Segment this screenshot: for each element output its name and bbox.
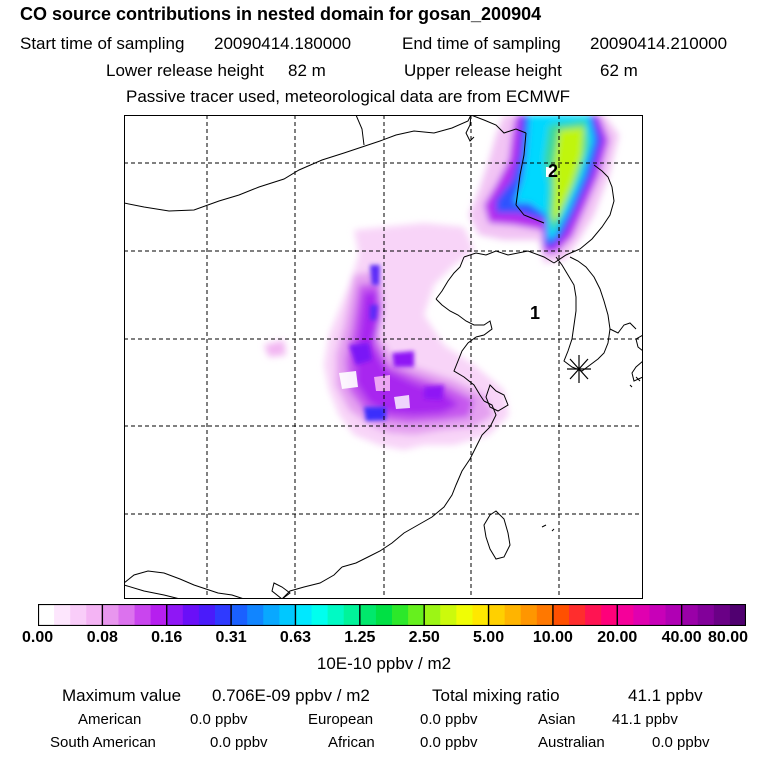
map-frame: [124, 115, 643, 599]
end-time-value: 20090414.210000: [590, 34, 728, 53]
colorbar-cell: [536, 604, 554, 626]
station-star-icon: [567, 355, 591, 383]
colorbar-cell: [713, 604, 731, 626]
colorbar-cell: [697, 604, 715, 626]
colorbar-cell: [134, 604, 152, 626]
colorbar-cell: [343, 604, 361, 626]
colorbar-cell: [198, 604, 216, 626]
south-american-value: 0.0 ppbv: [210, 734, 268, 751]
colorbar-cell: [311, 604, 329, 626]
colorbar-tick-label: 2.50: [408, 629, 440, 646]
colorbar: [38, 604, 746, 626]
national-borders: [124, 115, 365, 599]
colorbar-cell: [182, 604, 200, 626]
colorbar-cell: [601, 604, 618, 626]
colorbar-tick-label: 0.31: [215, 629, 247, 646]
american-label: American: [78, 711, 142, 728]
concentration-plume-south: [264, 223, 509, 450]
start-time-value: 20090414.180000: [214, 34, 352, 53]
upper-release-value: 62 m: [600, 61, 638, 80]
colorbar-cell: [681, 604, 699, 626]
colorbar-cell: [247, 604, 264, 626]
colorbar-tick-label: 0.63: [279, 629, 312, 646]
upper-release-label: Upper release height: [404, 61, 562, 80]
colorbar-cell: [279, 604, 297, 626]
colorbar-tick-label: 80.00: [708, 629, 749, 646]
end-time-label: End time of sampling: [402, 34, 561, 53]
colorbar-cell: [86, 604, 103, 626]
colorbar-cell: [456, 604, 474, 626]
colorbar-cell: [424, 604, 441, 626]
lower-release-value: 82 m: [288, 61, 326, 80]
colorbar-cell: [375, 604, 393, 626]
colorbar-cell: [408, 604, 425, 626]
australian-label: Australian: [538, 734, 605, 751]
colorbar-cell: [102, 604, 120, 626]
european-value: 0.0 ppbv: [420, 711, 478, 728]
colorbar-cell: [118, 604, 136, 626]
south-american-label: South American: [50, 734, 156, 751]
marker-1-label: 1: [530, 303, 540, 323]
colorbar-cell: [70, 604, 87, 626]
american-value: 0.0 ppbv: [190, 711, 248, 728]
colorbar-tick-label: 5.00: [472, 629, 505, 646]
colorbar-tick-label: 0.08: [86, 629, 118, 646]
colorbar-cell: [472, 604, 490, 626]
colorbar-cell: [392, 604, 409, 626]
max-value: 0.706E-09 ppbv / m2: [212, 686, 370, 705]
asian-value: 41.1 ppbv: [612, 711, 678, 728]
colorbar-cell: [488, 604, 506, 626]
colorbar-cell: [504, 604, 522, 626]
colorbar-cell: [585, 604, 602, 626]
colorbar-cell: [359, 604, 377, 626]
colorbar-cell: [215, 604, 232, 626]
african-label: African: [328, 734, 375, 751]
colorbar-cell: [54, 604, 71, 626]
map-title: CO source contributions in nested domain…: [20, 4, 542, 24]
graticule: [124, 115, 643, 599]
colorbar-tick-label: 0.00: [22, 629, 54, 646]
european-label: European: [308, 711, 374, 728]
lower-release-label: Lower release height: [106, 61, 264, 80]
colorbar-tick-label: 20.00: [597, 629, 638, 646]
colorbar-cell: [552, 604, 570, 626]
total-mixing-label: Total mixing ratio: [432, 686, 560, 705]
concentration-plume-north: [469, 115, 619, 263]
coastline: [124, 115, 643, 599]
colorbar-cell: [327, 604, 345, 626]
colorbar-cell: [649, 604, 667, 626]
colorbar-cell: [295, 604, 313, 626]
colorbar-cell: [150, 604, 168, 626]
start-time-label: Start time of sampling: [20, 34, 185, 53]
colorbar-tick-label: 0.16: [151, 629, 183, 646]
australian-value: 0.0 ppbv: [652, 734, 710, 751]
colorbar-cell: [633, 604, 651, 626]
colorbar-cell: [569, 604, 586, 626]
colorbar-cell: [520, 604, 538, 626]
tracer-note: Passive tracer used, meteorological data…: [126, 87, 571, 106]
colorbar-cell: [263, 604, 280, 626]
colorbar-cell: [665, 604, 683, 626]
colorbar-cell: [617, 604, 634, 626]
colorbar-cell: [440, 604, 457, 626]
colorbar-tick-label: 40.00: [661, 629, 702, 646]
colorbar-tick-label: 1.25: [344, 629, 376, 646]
map-panel: 1 2: [124, 115, 643, 599]
colorbar-cell: [729, 604, 746, 626]
colorbar-cell: [231, 604, 248, 626]
max-value-label: Maximum value: [62, 686, 182, 705]
asian-label: Asian: [538, 711, 576, 728]
colorbar-cell: [38, 604, 55, 626]
colorbar-cell: [166, 604, 184, 626]
african-value: 0.0 ppbv: [420, 734, 478, 751]
colorbar-units: 10E-10 ppbv / m2: [316, 654, 452, 673]
colorbar-tick-label: 10.00: [532, 629, 573, 646]
total-mixing-value: 41.1 ppbv: [628, 686, 703, 705]
marker-2-label: 2: [548, 161, 558, 181]
